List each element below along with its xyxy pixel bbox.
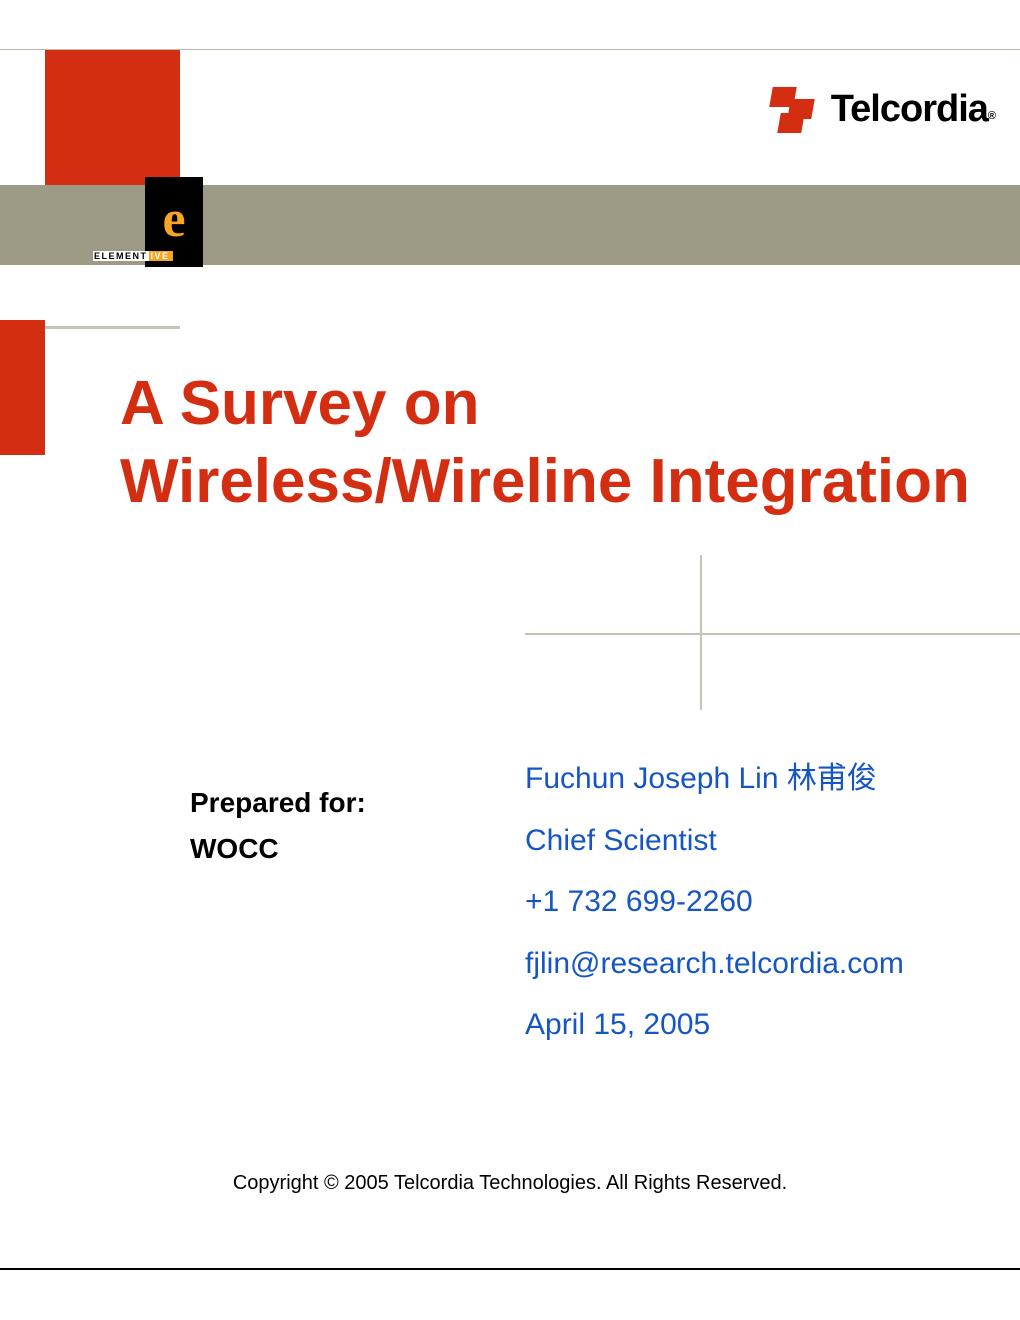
author-phone: +1 732 699-2260 (525, 871, 904, 933)
registered-mark: ® (988, 110, 995, 122)
decorative-red-square-top (45, 50, 180, 185)
decorative-red-square-mid (0, 320, 45, 455)
prepared-for-label: Prepared for: (190, 780, 366, 826)
elementive-label: ELEMENTIVE (93, 251, 173, 261)
prepared-for-block: Prepared for: WOCC (190, 780, 366, 872)
bottom-horizontal-rule (0, 1268, 1020, 1270)
decorative-cross-vertical (700, 555, 702, 710)
prepared-for-value: WOCC (190, 826, 366, 872)
telcordia-mark-icon (771, 85, 823, 133)
author-info-block: Fuchun Joseph Lin 林甫俊 Chief Scientist +1… (525, 748, 904, 1056)
decorative-cross-horizontal (525, 633, 1020, 635)
elementive-label-part1: ELEMENT (93, 251, 149, 261)
author-date: April 15, 2005 (525, 994, 904, 1056)
telcordia-name: Telcordia (831, 88, 988, 130)
copyright-notice: Copyright © 2005 Telcordia Technologies.… (0, 1172, 1020, 1195)
author-email: fjlin@research.telcordia.com (525, 933, 904, 995)
telcordia-brand-text: Telcordia® (831, 88, 995, 131)
author-name: Fuchun Joseph Lin 林甫俊 (525, 748, 904, 810)
elementive-e-glyph: e (162, 197, 185, 244)
telcordia-logo: Telcordia® (771, 85, 995, 133)
elementive-label-part2: IVE (149, 251, 173, 261)
presentation-title: A Survey on Wireless/Wireline Integratio… (120, 365, 975, 521)
author-role: Chief Scientist (525, 810, 904, 872)
